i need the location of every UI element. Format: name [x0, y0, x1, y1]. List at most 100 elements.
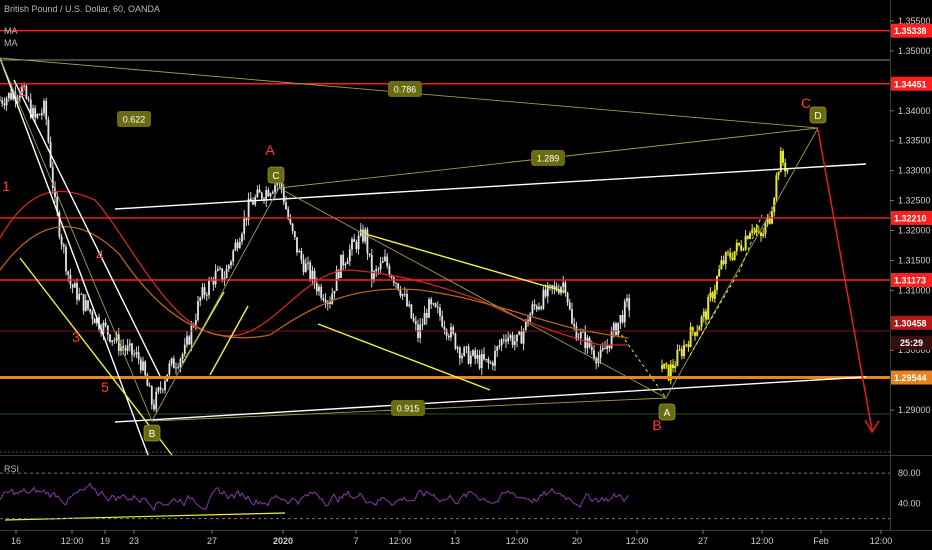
candle-body: [366, 229, 369, 254]
pattern-point-badge[interactable]: [658, 403, 676, 421]
candle-body: [513, 341, 516, 345]
candle-body: [564, 282, 567, 293]
candle-body: [1, 100, 4, 104]
candle-body: [450, 327, 452, 338]
fib-ratio-badge[interactable]: [388, 81, 422, 97]
pattern-point-badge[interactable]: [809, 106, 827, 124]
candle-body: [300, 251, 303, 260]
wave-channel-line[interactable]: [317, 323, 491, 391]
price-axis-label: 1.30000: [898, 345, 931, 355]
pattern-point-label: D: [814, 111, 821, 122]
candle-body: [197, 301, 199, 321]
candle-body: [544, 289, 547, 297]
harmonic-pattern-lines[interactable]: [0, 57, 819, 423]
candle-body: [260, 192, 263, 199]
candle-body: [353, 239, 356, 242]
candle-body: [480, 353, 483, 368]
ma-indicator-label-1[interactable]: MA: [4, 26, 18, 36]
trend-line[interactable]: [114, 163, 867, 210]
candle-body: [221, 268, 224, 280]
rsi-divergence-line[interactable]: [4, 512, 286, 521]
fib-ratio-badge[interactable]: [391, 400, 425, 416]
wave-candle-body: [683, 345, 685, 357]
candle-body: [153, 404, 155, 410]
wave-channel-line[interactable]: [19, 257, 173, 456]
candle-body: [375, 269, 378, 272]
candle-body: [348, 249, 351, 262]
projection-dash[interactable]: [617, 329, 667, 399]
candle-body: [175, 367, 177, 369]
candle-body: [520, 331, 523, 344]
candle-body: [491, 362, 494, 366]
candle-body: [289, 218, 292, 224]
pattern-point-badge[interactable]: [267, 166, 285, 184]
candle-body: [164, 381, 166, 390]
fib-ratio-badge[interactable]: [531, 150, 565, 166]
candle-body: [368, 253, 371, 255]
candle-body: [364, 229, 367, 242]
candle-body: [500, 339, 503, 346]
candle-body: [496, 346, 499, 351]
candle-body: [425, 312, 428, 318]
candle-body: [95, 317, 98, 324]
time-axis-label: 12:00: [389, 536, 412, 546]
pattern-point-label: A: [664, 408, 671, 419]
projection-dash[interactable]: [689, 214, 763, 356]
wave-candle-body: [718, 269, 721, 277]
candle-body: [601, 348, 604, 351]
wave-candle-body: [784, 162, 787, 172]
fib-ratio-badge[interactable]: [117, 111, 151, 127]
candle-body: [133, 354, 136, 356]
candle-body: [384, 256, 386, 262]
candle-body: [276, 182, 279, 186]
rsi-indicator-label[interactable]: RSI: [4, 464, 20, 474]
wave-candle-body: [749, 232, 751, 239]
wave-channel-line[interactable]: [209, 305, 249, 376]
candle-body: [47, 119, 50, 142]
candle-body: [285, 202, 287, 210]
wave-candle-body: [746, 235, 749, 239]
candle-body: [243, 217, 246, 234]
candle-body: [179, 359, 182, 368]
trend-channel-line[interactable]: [13, 79, 161, 377]
price-axis-label: 1.32500: [898, 196, 931, 206]
wave-channel-line[interactable]: [361, 232, 567, 293]
candle-body: [159, 387, 162, 390]
candle-body: [542, 289, 545, 309]
candle-body: [238, 241, 241, 249]
wave-label: A: [265, 142, 275, 158]
rsi-line[interactable]: [0, 482, 629, 512]
forecast-arrow-line[interactable]: [817, 129, 873, 431]
moving-average-orange[interactable]: [0, 226, 629, 339]
wave-candle-body: [744, 235, 747, 250]
price-level-tag: [891, 23, 932, 38]
candle-body: [619, 315, 622, 323]
ma-indicator-label-2[interactable]: MA: [4, 38, 18, 48]
candle-body: [386, 256, 389, 266]
candle-body: [553, 286, 556, 288]
candle-body: [395, 282, 397, 284]
pattern-point-badge[interactable]: [143, 424, 161, 442]
moving-average-red[interactable]: [0, 190, 628, 346]
trend-line[interactable]: [114, 376, 867, 423]
candle-body: [34, 108, 37, 118]
candle-body: [313, 270, 316, 284]
wave-candle-body: [775, 175, 778, 199]
candle-body: [241, 233, 243, 242]
wave-candle-body: [720, 260, 723, 270]
forecast-arrow-head[interactable]: [864, 419, 880, 434]
candle-body: [507, 337, 510, 342]
candle-body: [397, 283, 400, 291]
candle-body: [399, 290, 402, 296]
candle-body: [307, 262, 309, 264]
time-axis-label: 23: [129, 536, 139, 546]
candle-body: [533, 304, 536, 307]
wave-candle-body: [768, 216, 771, 224]
candle-body: [423, 312, 426, 325]
candle-body: [146, 375, 149, 386]
candle-body: [568, 302, 571, 310]
candle-body: [80, 293, 83, 295]
trend-channel-line[interactable]: [0, 57, 149, 456]
